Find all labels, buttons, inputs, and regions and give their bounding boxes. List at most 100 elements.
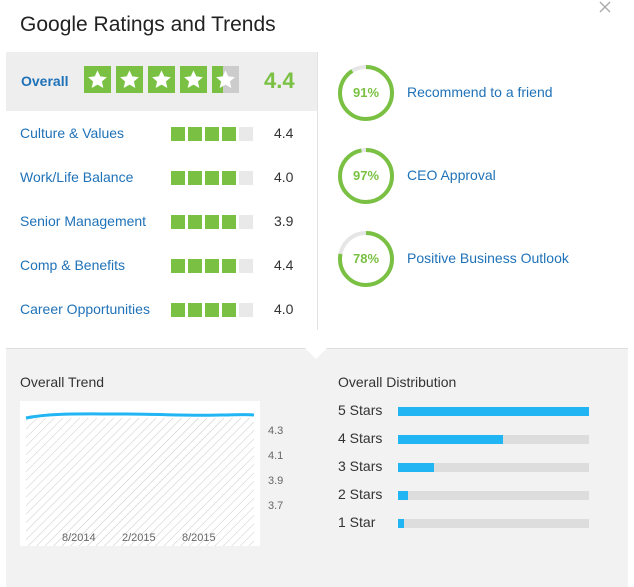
- rating-value: 4.0: [274, 169, 294, 185]
- rating-segment: [188, 127, 202, 141]
- rating-segment: [239, 303, 253, 317]
- y-tick-label: 3.9: [268, 475, 283, 487]
- rating-label[interactable]: Career Opportunities: [20, 301, 150, 317]
- rating-segment: [239, 127, 253, 141]
- distribution-track: [398, 407, 589, 416]
- distribution-track: [398, 463, 589, 472]
- rating-segment: [188, 215, 202, 229]
- rating-label[interactable]: Comp & Benefits: [20, 257, 126, 273]
- rating-value: 4.0: [274, 301, 294, 317]
- overall-value: 4.4: [264, 68, 295, 93]
- overall-label: Overall: [21, 73, 69, 89]
- circle-stat-row: 91% Recommend to a friend: [337, 64, 627, 124]
- y-tick-label: 4.3: [268, 425, 283, 437]
- star-rating: [84, 66, 244, 93]
- circle-percent: 91%: [352, 85, 380, 100]
- rating-bar: [171, 171, 256, 185]
- distribution-label: 2 Stars: [338, 486, 383, 502]
- circle-stat-row: 78% Positive Business Outlook: [337, 230, 627, 290]
- rating-row: Senior Management 3.9: [6, 213, 317, 257]
- rating-segment: [222, 303, 236, 317]
- distribution-row: 2 Stars: [338, 486, 598, 506]
- distribution-label: 3 Stars: [338, 458, 383, 474]
- rating-value: 4.4: [274, 257, 294, 273]
- rating-value: 3.9: [274, 213, 294, 229]
- chart-area-fill: [26, 418, 254, 546]
- circle-label[interactable]: Recommend to a friend: [407, 84, 553, 100]
- panel-notch: [297, 340, 335, 359]
- rating-label[interactable]: Work/Life Balance: [20, 169, 134, 185]
- rating-row: Work/Life Balance 4.0: [6, 169, 317, 213]
- distribution-track: [398, 519, 589, 528]
- circle-stat-row: 97% CEO Approval: [337, 147, 627, 207]
- ratings-panel: Overall 4.4 Culture & Values 4.4 Work/Li…: [6, 52, 317, 330]
- progress-ring: [338, 231, 394, 287]
- rating-label[interactable]: Culture & Values: [20, 125, 125, 141]
- rating-row: Comp & Benefits 4.4: [6, 257, 317, 301]
- distribution-label: 5 Stars: [338, 402, 383, 418]
- page-title: Google Ratings and Trends: [20, 13, 276, 36]
- rating-segment: [171, 215, 185, 229]
- distribution-fill: [398, 491, 408, 500]
- overall-trend-chart: 4.3 4.1 3.9 3.7 8/2014 2/2015 8/2015: [20, 401, 283, 546]
- rating-bar: [171, 215, 256, 229]
- rating-segment: [222, 127, 236, 141]
- rating-segment: [205, 259, 219, 273]
- y-tick-label: 4.1: [268, 450, 283, 462]
- rating-segment: [171, 303, 185, 317]
- distribution-label: 4 Stars: [338, 430, 383, 446]
- rating-row: Career Opportunities 4.0: [6, 301, 317, 345]
- x-tick-label: 8/2014: [62, 532, 96, 544]
- distribution-fill: [398, 519, 404, 528]
- distribution-row: 5 Stars: [338, 402, 598, 422]
- rating-segment: [171, 171, 185, 185]
- rating-label[interactable]: Senior Management: [20, 213, 147, 229]
- star-icon: [84, 66, 111, 93]
- close-icon[interactable]: [598, 0, 612, 14]
- rating-value: 4.4: [274, 125, 294, 141]
- progress-ring: [338, 148, 394, 204]
- overall-trend-title: Overall Trend: [20, 374, 105, 390]
- distribution-row: 3 Stars: [338, 458, 598, 478]
- distribution-row: 1 Star: [338, 514, 598, 534]
- rating-row: Culture & Values 4.4: [6, 125, 317, 169]
- distribution-track: [398, 435, 589, 444]
- distribution-row: 4 Stars: [338, 430, 598, 450]
- rating-segment: [222, 171, 236, 185]
- rating-segment: [205, 215, 219, 229]
- panel-divider: [317, 52, 318, 330]
- progress-ring: [338, 65, 394, 121]
- rating-segment: [239, 215, 253, 229]
- circle-label[interactable]: CEO Approval: [407, 167, 496, 183]
- rating-segment: [239, 259, 253, 273]
- star-icon: [148, 66, 175, 93]
- y-tick-label: 3.7: [268, 500, 283, 512]
- star-icon: [180, 66, 207, 93]
- overall-distribution-title: Overall Distribution: [338, 374, 457, 390]
- rating-segment: [222, 215, 236, 229]
- rating-segment: [205, 303, 219, 317]
- distribution-label: 1 Star: [338, 514, 376, 530]
- rating-bar: [171, 259, 256, 273]
- rating-segment: [205, 127, 219, 141]
- x-tick-label: 2/2015: [122, 532, 156, 544]
- overall-rating-row: Overall 4.4: [6, 52, 317, 111]
- circle-percent: 78%: [352, 251, 380, 266]
- distribution-fill: [398, 463, 435, 472]
- rating-segment: [205, 171, 219, 185]
- circle-label[interactable]: Positive Business Outlook: [407, 250, 569, 266]
- x-tick-label: 8/2015: [182, 532, 216, 544]
- distribution-track: [398, 491, 589, 500]
- rating-segment: [188, 171, 202, 185]
- rating-segment: [222, 259, 236, 273]
- star-icon: [212, 66, 239, 93]
- rating-segment: [171, 127, 185, 141]
- rating-segment: [188, 259, 202, 273]
- rating-bar: [171, 303, 256, 317]
- star-icon: [116, 66, 143, 93]
- rating-segment: [188, 303, 202, 317]
- circle-percent: 97%: [352, 168, 380, 183]
- distribution-fill: [398, 407, 589, 416]
- rating-segment: [171, 259, 185, 273]
- distribution-fill: [398, 435, 504, 444]
